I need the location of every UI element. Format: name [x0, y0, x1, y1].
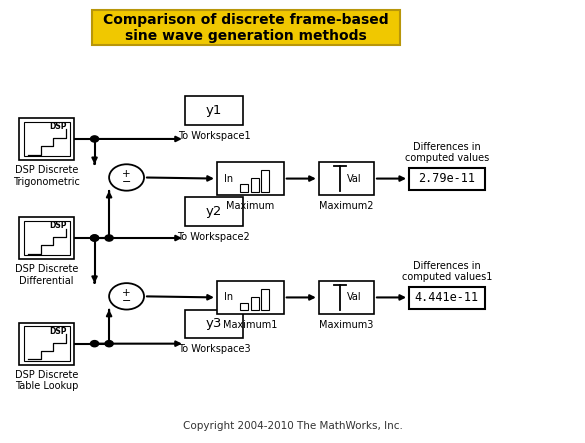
- Text: Maximum: Maximum: [226, 201, 274, 211]
- Text: y1: y1: [206, 104, 222, 117]
- FancyBboxPatch shape: [217, 281, 284, 314]
- Text: To Workspace1: To Workspace1: [178, 131, 250, 141]
- Text: DSP: DSP: [50, 327, 67, 336]
- Text: Copyright 2004-2010 The MathWorks, Inc.: Copyright 2004-2010 The MathWorks, Inc.: [183, 420, 402, 431]
- Text: 2.79e-11: 2.79e-11: [418, 172, 475, 185]
- FancyBboxPatch shape: [240, 184, 248, 191]
- Circle shape: [105, 341, 113, 347]
- FancyBboxPatch shape: [261, 289, 269, 311]
- FancyBboxPatch shape: [23, 326, 70, 361]
- Text: −: −: [122, 177, 131, 187]
- Text: y3: y3: [206, 317, 222, 330]
- FancyBboxPatch shape: [409, 168, 484, 190]
- Text: To Workspace3: To Workspace3: [178, 344, 250, 354]
- Text: Maximum3: Maximum3: [319, 320, 374, 330]
- Text: DSP: DSP: [50, 222, 67, 230]
- Circle shape: [105, 235, 113, 241]
- Text: Differences in
computed values: Differences in computed values: [405, 142, 489, 163]
- Circle shape: [91, 235, 99, 241]
- Circle shape: [91, 341, 99, 347]
- FancyBboxPatch shape: [185, 310, 243, 338]
- Text: 4.441e-11: 4.441e-11: [415, 291, 479, 304]
- FancyBboxPatch shape: [250, 179, 259, 191]
- FancyBboxPatch shape: [319, 162, 374, 195]
- Text: y2: y2: [206, 205, 222, 218]
- FancyBboxPatch shape: [217, 162, 284, 195]
- Text: DSP Discrete
Trigonometric: DSP Discrete Trigonometric: [13, 165, 80, 187]
- Text: +: +: [122, 169, 131, 179]
- Text: Maximum2: Maximum2: [319, 201, 374, 211]
- Text: −: −: [122, 296, 131, 306]
- FancyBboxPatch shape: [19, 217, 74, 259]
- Text: Val: Val: [347, 292, 362, 303]
- Text: In: In: [224, 174, 233, 183]
- Text: Val: Val: [347, 174, 362, 183]
- Text: Comparison of discrete frame-based
sine wave generation methods: Comparison of discrete frame-based sine …: [103, 13, 389, 43]
- Text: DSP Discrete
Differential: DSP Discrete Differential: [15, 264, 78, 286]
- Text: Differences in
computed values1: Differences in computed values1: [401, 260, 492, 282]
- Text: Maximum1: Maximum1: [223, 320, 277, 330]
- Circle shape: [109, 283, 144, 310]
- Text: To Workspace2: To Workspace2: [177, 232, 250, 242]
- FancyBboxPatch shape: [19, 118, 74, 160]
- FancyBboxPatch shape: [240, 303, 248, 311]
- Text: In: In: [224, 292, 233, 303]
- Circle shape: [91, 235, 99, 241]
- Circle shape: [91, 136, 99, 142]
- Circle shape: [109, 164, 144, 190]
- FancyBboxPatch shape: [185, 96, 243, 124]
- Text: DSP Discrete
Table Lookup: DSP Discrete Table Lookup: [15, 370, 78, 392]
- Text: +: +: [122, 288, 131, 298]
- FancyBboxPatch shape: [19, 323, 74, 365]
- FancyBboxPatch shape: [409, 287, 484, 309]
- FancyBboxPatch shape: [185, 197, 243, 226]
- FancyBboxPatch shape: [23, 121, 70, 156]
- FancyBboxPatch shape: [261, 171, 269, 191]
- FancyBboxPatch shape: [92, 10, 400, 46]
- FancyBboxPatch shape: [23, 221, 70, 256]
- FancyBboxPatch shape: [250, 297, 259, 311]
- Text: DSP: DSP: [50, 122, 67, 132]
- FancyBboxPatch shape: [319, 281, 374, 314]
